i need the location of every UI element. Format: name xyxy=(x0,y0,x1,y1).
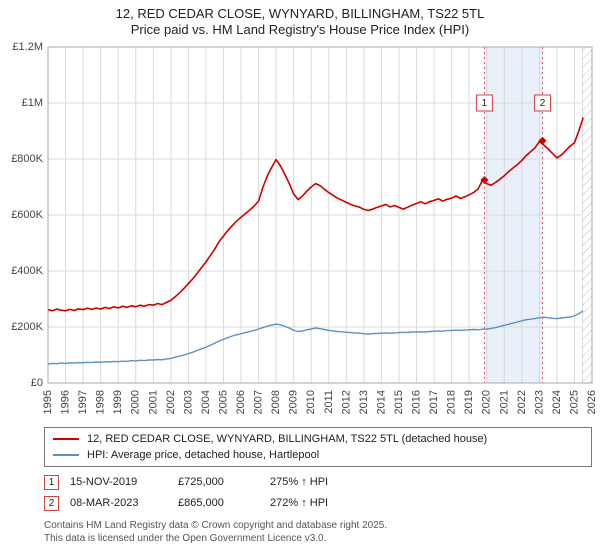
sale-2-price: £865,000 xyxy=(178,497,224,509)
price-history-chart: 1 2 £0 £200K £400K £600K £800K £1M £1.2M 1995 1996… xyxy=(11,41,598,414)
sale-row-2: 2 08-MAR-2023 £865,000 272% ↑ HPI xyxy=(44,495,600,511)
sale-2-date: 08-MAR-2023 xyxy=(70,497,139,509)
property-line-swatch xyxy=(53,437,79,440)
sale-label-box xyxy=(475,94,493,111)
sale-label-box xyxy=(534,94,552,111)
hpi-line-swatch xyxy=(53,453,79,456)
y-tick-label: £200K xyxy=(11,321,43,333)
sale-1-hpi-delta: 275% ↑ HPI xyxy=(270,476,329,488)
footer-line-2: This data is licensed under the Open Gov… xyxy=(44,532,327,544)
sale-label-number: 1 xyxy=(482,98,488,109)
sale-point-marker xyxy=(480,175,489,184)
x-tick-label: 2000 xyxy=(130,390,142,414)
sale-1-number-badge: 1 xyxy=(44,474,59,490)
future-hatch-region xyxy=(582,46,593,383)
legend-item-hpi: HPI: Average price, detached house, Hart… xyxy=(53,449,583,461)
series-hpi-hartlepool-detached xyxy=(47,309,584,365)
legend-item-property: 12, RED CEDAR CLOSE, WYNYARD, BILLINGHAM… xyxy=(53,433,583,445)
page-subtitle: Price paid vs. HM Land Registry's House … xyxy=(130,22,470,38)
x-tick-label: 2012 xyxy=(340,390,352,414)
x-tick-label: 2006 xyxy=(235,390,247,414)
sale-row-1: 1 15-NOV-2019 £725,000 275% ↑ HPI xyxy=(44,474,600,490)
page-title: 12, RED CEDAR CLOSE, WYNYARD, BILLINGHAM… xyxy=(115,6,485,21)
x-tick-label: 2007 xyxy=(253,390,265,414)
x-tick-label: 2016 xyxy=(411,390,423,414)
x-tick-label: 2015 xyxy=(393,390,405,414)
footer-line-1: Contains HM Land Registry data © Crown c… xyxy=(44,519,388,531)
x-tick-label: 1999 xyxy=(112,390,124,414)
x-tick-label: 2008 xyxy=(270,390,282,414)
legend: 12, RED CEDAR CLOSE, WYNYARD, BILLINGHAM… xyxy=(44,426,592,467)
y-tick-label: £600K xyxy=(11,209,43,221)
y-tick-label: £1.2M xyxy=(12,41,43,53)
y-tick-label: £0 xyxy=(31,377,43,389)
y-tick-label: £800K xyxy=(11,153,43,165)
legend-label-hpi: HPI: Average price, detached house, Hart… xyxy=(87,448,320,461)
x-tick-label: 2020 xyxy=(481,390,493,414)
x-tick-label: 2019 xyxy=(463,390,475,414)
x-tick-label: 2022 xyxy=(516,390,528,414)
plot-border xyxy=(47,46,593,383)
x-tick-label: 2018 xyxy=(446,390,458,414)
x-tick-label: 1998 xyxy=(95,390,107,414)
x-tick-label: 1995 xyxy=(42,390,54,414)
x-tick-label: 1997 xyxy=(77,390,89,414)
x-tick-label: 2009 xyxy=(288,390,300,414)
sale-1-price: £725,000 xyxy=(178,476,224,488)
sale-2-hpi-delta: 272% ↑ HPI xyxy=(270,497,329,509)
sale-2-number-badge: 2 xyxy=(44,495,59,511)
y-tick-label: £400K xyxy=(11,265,43,277)
x-tick-label: 2024 xyxy=(551,390,563,414)
license-footer: Contains HM Land Registry data © Crown c… xyxy=(44,519,600,545)
x-tick-label: 1996 xyxy=(60,390,72,414)
x-tick-label: 2002 xyxy=(165,390,177,414)
x-tick-label: 2017 xyxy=(428,390,440,414)
sale-1-date: 15-NOV-2019 xyxy=(70,476,138,488)
x-tick-label: 2010 xyxy=(305,390,317,414)
x-tick-label: 2001 xyxy=(147,390,159,414)
x-tick-label: 2021 xyxy=(498,390,510,414)
sales-list: 1 15-NOV-2019 £725,000 275% ↑ HPI 2 08-M… xyxy=(44,474,600,511)
x-tick-label: 2003 xyxy=(182,390,194,414)
x-tick-label: 2026 xyxy=(586,390,598,414)
x-tick-label: 2013 xyxy=(358,390,370,414)
x-tick-label: 2025 xyxy=(568,390,580,414)
x-tick-label: 2023 xyxy=(533,390,545,414)
series-price-paid-indexed xyxy=(47,116,584,312)
x-tick-label: 2011 xyxy=(323,390,335,414)
x-tick-label: 2004 xyxy=(200,390,212,414)
x-tick-label: 2014 xyxy=(375,390,387,414)
x-tick-label: 2005 xyxy=(217,390,229,414)
legend-label-property: 12, RED CEDAR CLOSE, WYNYARD, BILLINGHAM… xyxy=(87,432,488,445)
y-tick-label: £1M xyxy=(22,97,43,109)
sale-point-marker xyxy=(538,136,547,145)
sale-label-number: 2 xyxy=(540,98,546,109)
